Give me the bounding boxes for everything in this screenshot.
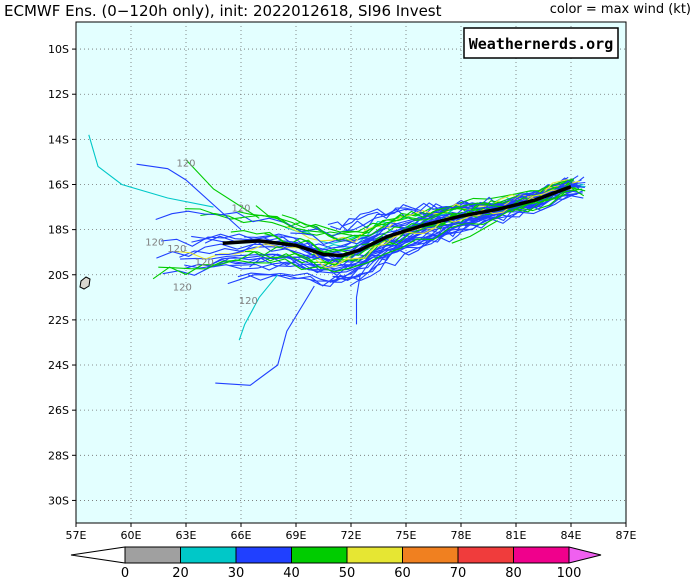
member-track: [244, 179, 575, 270]
lat-tick-label: 12S: [48, 88, 69, 101]
color-legend-note: color = max wind (kt): [549, 2, 691, 17]
colorbar-label: 80: [505, 566, 522, 578]
lat-tick-label: 30S: [48, 494, 69, 507]
lat-tick-label: 26S: [48, 404, 69, 417]
member-track: [185, 159, 260, 219]
colorbar-segment: [457, 546, 514, 564]
lat-tick-label: 22S: [48, 314, 69, 327]
lon-tick-label: 69E: [286, 529, 307, 542]
colorbar-segment: [513, 546, 570, 564]
ensemble-mean-track: [222, 185, 572, 258]
lon-tick-label: 84E: [561, 529, 582, 542]
colorbar-segment: [402, 546, 459, 564]
colorbar-label: 20: [172, 566, 189, 578]
lat-tick-label: 28S: [48, 449, 69, 462]
member-track: [355, 274, 361, 325]
lon-tick-label: 63E: [176, 529, 197, 542]
colorbar-high-arrow: [568, 546, 602, 564]
colorbar-segment: [235, 546, 292, 564]
member-track: [184, 188, 580, 270]
hour-label: 120: [231, 204, 250, 215]
hour-label: 120: [167, 244, 186, 255]
hour-label: 120: [195, 258, 214, 269]
colorbar-segment: [291, 546, 348, 564]
lat-tick-label: 16S: [48, 178, 69, 191]
colorbar-label: 30: [228, 566, 245, 578]
colorbar-label: 60: [394, 566, 411, 578]
colorbar-segment: [346, 546, 403, 564]
lon-tick-label: 87E: [616, 529, 637, 542]
colorbar-label: 50: [339, 566, 356, 578]
member-track: [184, 186, 586, 241]
member-track: [152, 188, 583, 280]
reunion-island: [79, 276, 91, 290]
member-track: [88, 134, 214, 208]
lon-tick-label: 60E: [121, 529, 142, 542]
member-track: [249, 179, 574, 272]
colorbar-segment: [124, 546, 181, 564]
colorbar-label: 100: [557, 566, 582, 578]
member-track: [247, 185, 572, 287]
colorbar-low-arrow: [70, 546, 126, 564]
member-track: [238, 274, 279, 341]
watermark-box: Weathernerds.org: [463, 27, 619, 59]
hour-label: 120: [176, 158, 195, 169]
member-track: [451, 220, 498, 244]
lat-tick-label: 18S: [48, 224, 69, 237]
lon-tick-label: 66E: [231, 529, 252, 542]
hour-label: 120: [239, 296, 258, 307]
lat-tick-label: 10S: [48, 43, 69, 56]
colorbar-label: 0: [121, 566, 129, 578]
colorbar-segment: [180, 546, 237, 564]
chart-title: ECMWF Ens. (0−120h only), init: 20220126…: [4, 2, 442, 20]
lon-tick-label: 75E: [396, 529, 417, 542]
lon-tick-label: 78E: [451, 529, 472, 542]
lon-tick-label: 57E: [66, 529, 87, 542]
latitude-labels: 10S 12S 14S 16S 18S 20S 22S 24S 26S 28S 30S: [48, 43, 76, 507]
member-track: [136, 163, 242, 231]
member-track: [215, 285, 315, 386]
lat-tick-label: 24S: [48, 359, 69, 372]
wind-colorbar: 0 20 30 40 50 60 70 80 100: [70, 546, 602, 578]
watermark-text: Weathernerds.org: [469, 35, 614, 53]
lat-tick-label: 14S: [48, 133, 69, 146]
longitude-labels: 57E 60E 63E 66E 69E 72E 75E 78E 81E 84E 87E: [66, 523, 637, 542]
lon-tick-label: 72E: [341, 529, 362, 542]
hour-label: 120: [145, 237, 164, 248]
lat-tick-label: 20S: [48, 269, 69, 282]
hour-label: 120: [173, 283, 192, 294]
colorbar-label: 70: [450, 566, 467, 578]
member-track: [290, 180, 580, 246]
colorbar-label: 40: [283, 566, 300, 578]
member-track: [329, 189, 577, 284]
lon-tick-label: 81E: [506, 529, 527, 542]
